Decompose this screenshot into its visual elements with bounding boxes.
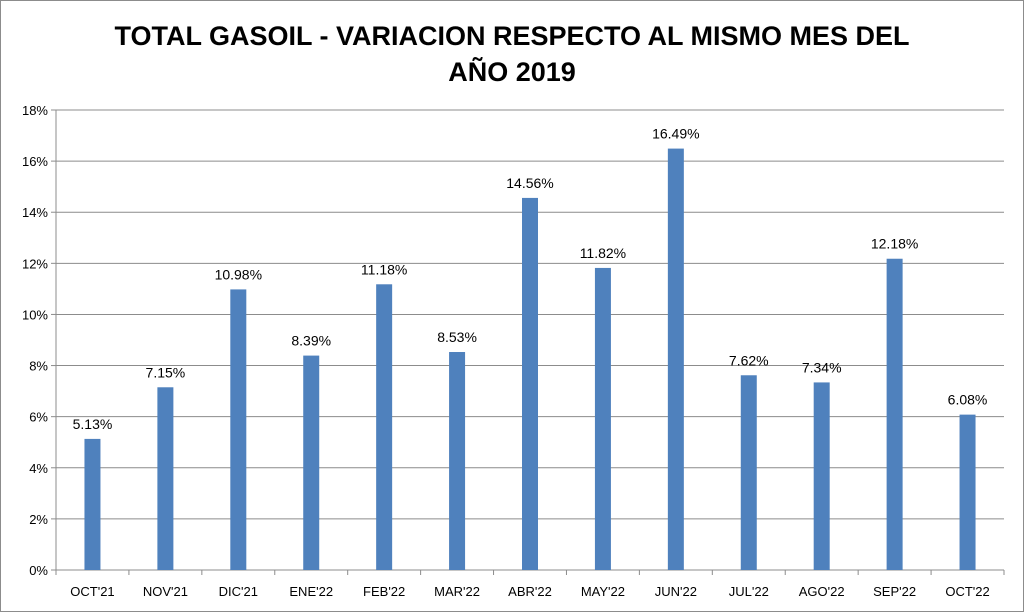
x-tick-label: ABR'22 [508,584,552,599]
data-label: 8.39% [291,333,331,349]
x-tick-label: ENE'22 [289,584,333,599]
bar [84,438,101,570]
bar [667,148,684,571]
y-tick-label: 8% [29,359,48,374]
data-label: 14.56% [506,175,553,191]
chart-title: TOTAL GASOIL - VARIACION RESPECTO AL MIS… [0,18,1024,90]
labels: 0% 2% 4% 6% 8% 10% 12% 14% 16% 18% 5.13% OCT'21 7.15… [22,103,990,599]
bar [522,197,538,570]
x-tick-label: AGO'22 [799,584,845,599]
y-tick-label: 12% [22,256,48,271]
data-label: 12.18% [871,236,918,252]
x-tick-label: JUL'22 [729,584,769,599]
data-label: 16.49% [652,126,699,142]
data-label: 10.98% [215,266,262,282]
x-tick-label: JUN'22 [655,584,697,599]
x-tick-label: MAR'22 [434,584,480,599]
bar [376,284,393,570]
x-tick-label: DIC'21 [219,584,258,599]
x-tick-label: NOV'21 [143,584,188,599]
data-label: 6.08% [948,392,988,408]
x-tick-label: MAY'22 [581,584,625,599]
bar [959,414,976,570]
x-tick-label: SEP'22 [873,584,916,599]
data-label: 7.15% [146,364,186,380]
bars [84,148,976,571]
data-label: 11.82% [580,245,626,261]
x-tick-label: FEB'22 [363,584,405,599]
bar [740,375,757,570]
data-label: 5.13% [73,416,113,432]
y-tick-label: 0% [29,563,48,578]
y-tick-label: 4% [29,461,48,476]
bar [157,387,174,570]
bar [886,258,903,570]
chart-title-line-1: TOTAL GASOIL - VARIACION RESPECTO AL MIS… [114,21,910,51]
y-tick-label: 18% [22,103,48,118]
bar [449,352,466,570]
bar [594,267,611,570]
data-label: 8.53% [437,329,477,345]
bar [230,289,247,570]
x-tick-label: OCT'21 [70,584,114,599]
y-tick-label: 10% [22,307,48,322]
y-tick-label: 2% [29,512,48,527]
y-tick-label: 16% [22,154,48,169]
chart-title-line-2: AÑO 2019 [448,57,576,87]
bar [813,382,830,570]
y-tick-label: 14% [22,205,48,220]
bar [303,355,320,570]
data-label: 11.18% [361,261,407,277]
x-tick-label: OCT'22 [945,584,989,599]
data-label: 7.62% [729,352,769,368]
y-tick-label: 6% [29,410,48,425]
data-label: 7.34% [802,359,842,375]
